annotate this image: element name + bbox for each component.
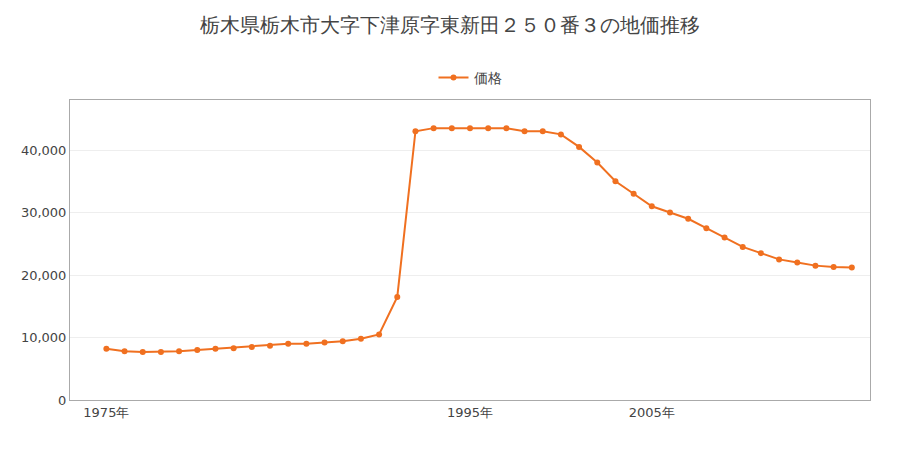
svg-text:30,000: 30,000 bbox=[21, 205, 67, 220]
svg-text:価格: 価格 bbox=[474, 70, 502, 86]
svg-text:20,000: 20,000 bbox=[21, 268, 67, 283]
svg-text:40,000: 40,000 bbox=[21, 143, 67, 158]
svg-text:10,000: 10,000 bbox=[21, 330, 67, 345]
svg-text:栃木県栃木市大字下津原字東新田２５０番３の地価推移: 栃木県栃木市大字下津原字東新田２５０番３の地価推移 bbox=[200, 13, 700, 37]
svg-text:0: 0 bbox=[58, 393, 66, 408]
svg-text:2005年: 2005年 bbox=[629, 405, 675, 420]
svg-text:1975年: 1975年 bbox=[83, 405, 129, 420]
svg-text:1995年: 1995年 bbox=[447, 405, 493, 420]
